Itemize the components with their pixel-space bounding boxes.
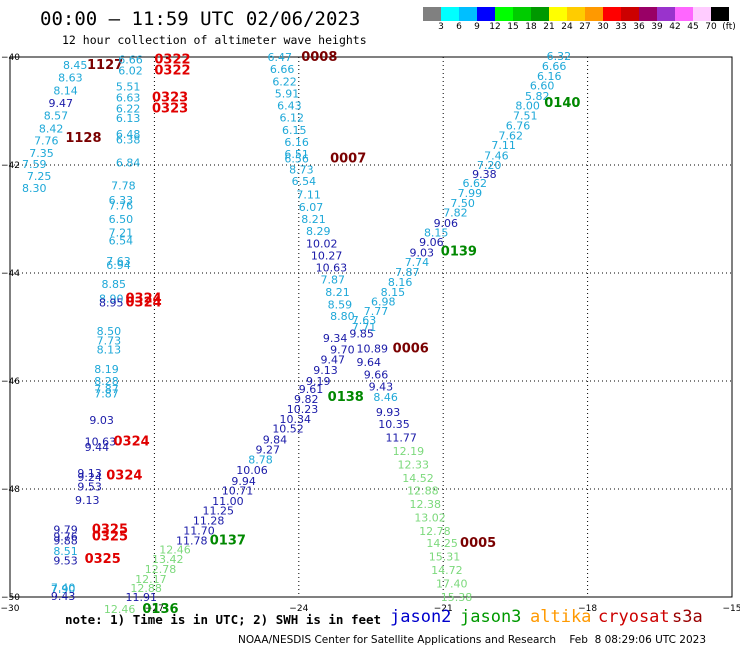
wave-height-label: 8.21 bbox=[325, 286, 350, 299]
wave-height-label: 14.52 bbox=[402, 472, 434, 485]
wave-height-label: 12.19 bbox=[393, 445, 425, 458]
wave-height-label: 8.63 bbox=[58, 72, 82, 85]
wave-height-label: 8.42 bbox=[39, 122, 64, 135]
wave-height-label: 6.13 bbox=[116, 112, 141, 125]
wave-height-label: 9.53 bbox=[53, 554, 78, 567]
wave-height-label: 6.84 bbox=[116, 156, 141, 169]
wave-height-label: 6.50 bbox=[109, 213, 134, 226]
wave-height-label: 9.85 bbox=[349, 327, 374, 340]
pass-time-label: 0006 bbox=[393, 342, 429, 357]
wave-height-label: 8.30 bbox=[22, 182, 47, 195]
wave-height-label: 9.43 bbox=[51, 590, 75, 603]
footer-note: note: 1) Time is in UTC; 2) SWH is in fe… bbox=[65, 612, 381, 627]
pass-time-label: 0324 bbox=[106, 469, 142, 484]
y-tick-label: −42 bbox=[1, 161, 20, 171]
wave-height-label: 6.54 bbox=[292, 175, 317, 188]
y-tick-label: −46 bbox=[1, 377, 20, 387]
pass-time-label: 0138 bbox=[328, 390, 364, 405]
wave-height-label: 15.31 bbox=[429, 551, 461, 564]
wave-height-label: 17.40 bbox=[436, 578, 468, 591]
pass-time-label: 0325 bbox=[85, 552, 121, 567]
wave-height-label: 6.02 bbox=[118, 65, 143, 78]
pass-time-label: 0325 bbox=[92, 530, 128, 545]
wave-height-label: 8.13 bbox=[97, 344, 122, 357]
wave-height-label: 9.93 bbox=[376, 406, 401, 419]
wave-height-label: 7.11 bbox=[296, 189, 321, 202]
wave-height-label: 6.54 bbox=[109, 235, 134, 248]
wave-height-label: 12.33 bbox=[397, 459, 429, 472]
wave-height-label: 6.66 bbox=[270, 63, 295, 76]
wave-height-label: 12.88 bbox=[407, 485, 439, 498]
wave-height-label: 9.44 bbox=[85, 441, 110, 454]
wave-height-label: 7.87 bbox=[94, 387, 119, 400]
credit-line: NOAA/NESDIS Center for Satellite Applica… bbox=[238, 634, 706, 646]
wave-height-label: 6.12 bbox=[280, 111, 305, 124]
wave-height-label: 6.16 bbox=[284, 136, 309, 149]
wave-height-label: 10.89 bbox=[357, 343, 389, 356]
wave-height-label: 8.14 bbox=[53, 84, 78, 97]
legend-s3a: s3a bbox=[672, 607, 703, 627]
wave-height-label: 14.72 bbox=[431, 564, 463, 577]
y-tick-label: −48 bbox=[1, 485, 20, 495]
wave-height-label: 8.46 bbox=[373, 391, 398, 404]
y-tick-label: −44 bbox=[1, 269, 20, 279]
pass-time-label: 1128 bbox=[65, 131, 101, 146]
legend-jason2: jason2 bbox=[390, 607, 451, 627]
wave-height-label: 15.38 bbox=[441, 591, 473, 604]
wave-height-label: 13.02 bbox=[414, 512, 446, 525]
legend-altika: altika bbox=[530, 607, 591, 627]
pass-time-label: 0007 bbox=[330, 152, 366, 167]
y-tick-label: −50 bbox=[1, 593, 20, 603]
wave-height-label: 8.95 bbox=[99, 297, 124, 310]
pass-time-label: 0324 bbox=[113, 434, 149, 449]
wave-height-label: 9.64 bbox=[357, 356, 382, 369]
x-tick-label: −15 bbox=[723, 604, 740, 614]
wave-height-label: 7.78 bbox=[111, 180, 136, 193]
wave-height-label: 8.85 bbox=[101, 278, 126, 291]
wave-height-label: 9.47 bbox=[49, 97, 74, 110]
legend-jason3: jason3 bbox=[460, 607, 521, 627]
legend-cryosat: cryosat bbox=[598, 607, 670, 627]
y-tick-label: −40 bbox=[1, 53, 20, 63]
pass-time-label: 0324 bbox=[126, 296, 162, 311]
pass-time-label: 0323 bbox=[152, 101, 188, 116]
pass-time-label: 0139 bbox=[441, 244, 477, 259]
x-tick-label: −30 bbox=[1, 604, 20, 614]
wave-height-label: 6.94 bbox=[106, 259, 130, 272]
pass-time-label: 0137 bbox=[210, 533, 246, 548]
wave-height-label: 12.38 bbox=[410, 498, 442, 511]
wave-height-label: 7.87 bbox=[320, 273, 345, 286]
pass-time-label: 0008 bbox=[301, 50, 337, 65]
wave-height-label: 9.03 bbox=[89, 414, 114, 427]
pass-time-label: 0140 bbox=[544, 96, 580, 111]
wave-height-label: 8.45 bbox=[63, 59, 88, 72]
wave-height-label: 11.77 bbox=[385, 432, 417, 445]
wave-height-label: 8.57 bbox=[44, 109, 68, 122]
wave-height-label: 7.76 bbox=[34, 135, 59, 148]
wave-height-label: 8.29 bbox=[306, 225, 331, 238]
wave-height-label: 10.35 bbox=[378, 418, 410, 431]
wave-height-label: 7.25 bbox=[27, 170, 51, 183]
pass-time-label: 0322 bbox=[154, 64, 190, 79]
wave-height-label: 9.13 bbox=[75, 494, 100, 507]
wave-height-label: 6.22 bbox=[272, 75, 297, 88]
wave-height-label: 14.25 bbox=[426, 537, 458, 550]
wave-height-label: 7.76 bbox=[109, 200, 134, 213]
wave-height-label: 6.38 bbox=[116, 134, 141, 147]
pass-time-label: 0005 bbox=[460, 536, 496, 551]
wave-height-label: 10.02 bbox=[306, 237, 338, 250]
wave-height-label: 9.53 bbox=[77, 480, 102, 493]
